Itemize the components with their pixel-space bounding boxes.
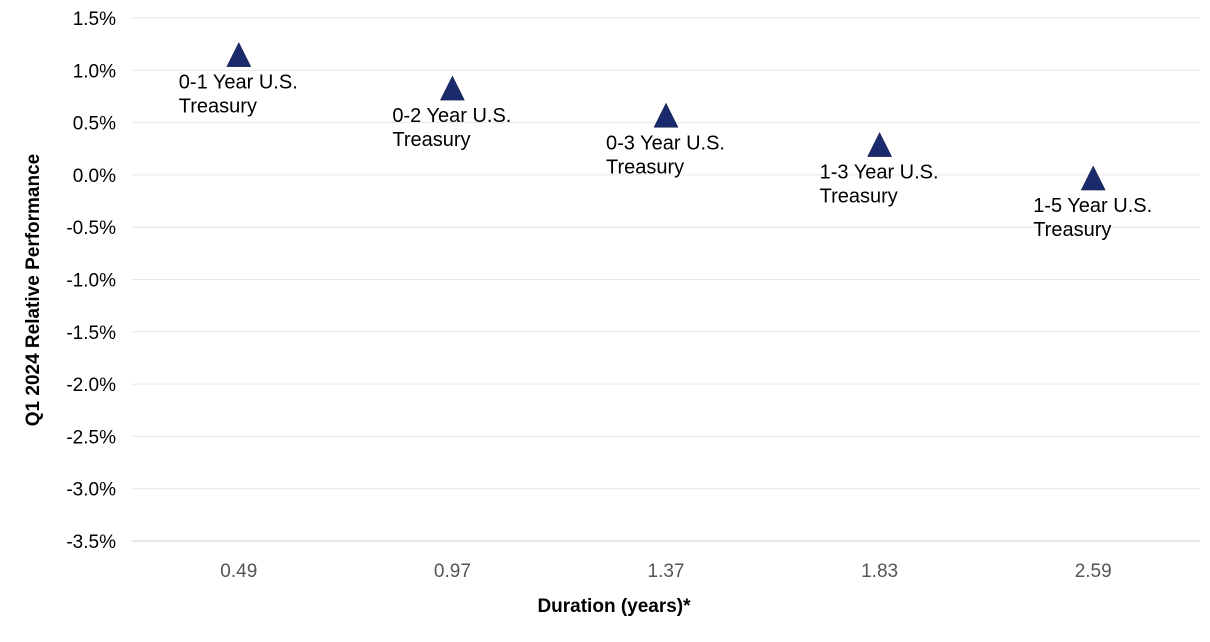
point-labels: 0-1 Year U.S. Treasury 0-2 Year U.S. Treasu… [179, 72, 1152, 241]
data-point-marker [653, 102, 679, 128]
y-tick-label: 1.0% [73, 61, 116, 82]
point-label-line: Treasury [820, 186, 898, 208]
point-label-line: Treasury [179, 96, 257, 118]
y-tick-label: -1.0% [66, 271, 116, 292]
x-tick-label: 0.97 [434, 561, 471, 582]
y-tick-label: 1.5% [73, 9, 116, 30]
y-tick-label: -2.5% [66, 427, 116, 448]
point-label: 0-2 Year U.S. Treasury [392, 105, 511, 151]
y-tick-label: -3.5% [66, 532, 116, 553]
point-label-line: Treasury [606, 156, 684, 178]
y-tick-label: -1.5% [66, 323, 116, 344]
data-point-marker [867, 132, 893, 157]
point-label-line: 1-5 Year U.S. [1033, 195, 1152, 217]
y-tick-label: -3.0% [66, 480, 116, 501]
y-tick-label: 0.5% [73, 114, 116, 135]
y-axis-title: Q1 2024 Relative Performance [23, 154, 44, 427]
y-tick-label: -0.5% [66, 218, 116, 239]
y-tick-label: -2.0% [66, 375, 116, 396]
point-label-line: Treasury [392, 129, 470, 151]
y-axis-ticks: -3.5% -3.0% -2.5% -2.0% -1.5% -1.0% -0.5% 0.0% 0… [66, 9, 116, 553]
point-label-line: 0-1 Year U.S. [179, 72, 298, 94]
x-tick-label: 1.83 [861, 561, 898, 582]
y-tick-label: 0.0% [73, 166, 116, 187]
point-label: 0-1 Year U.S. Treasury [179, 72, 298, 118]
x-tick-label: 2.59 [1075, 561, 1112, 582]
point-label: 1-3 Year U.S. Treasury [820, 162, 939, 208]
x-axis-ticks: 0.49 0.97 1.37 1.83 2.59 [220, 561, 1111, 582]
point-label-line: Treasury [1033, 219, 1111, 241]
gridlines [132, 17, 1200, 542]
x-tick-label: 1.37 [648, 561, 685, 582]
point-label: 0-3 Year U.S. Treasury [606, 132, 725, 178]
data-point-marker [439, 75, 465, 101]
x-axis-title: Duration (years)* [537, 596, 691, 617]
data-point-marker [226, 42, 252, 67]
point-label: 1-5 Year U.S. Treasury [1033, 195, 1152, 241]
x-tick-label: 0.49 [220, 561, 257, 582]
data-points [226, 42, 1106, 191]
point-label-line: 1-3 Year U.S. [820, 162, 939, 184]
data-point-marker [1080, 165, 1106, 191]
point-label-line: 0-3 Year U.S. [606, 132, 725, 154]
point-label-line: 0-2 Year U.S. [392, 105, 511, 127]
